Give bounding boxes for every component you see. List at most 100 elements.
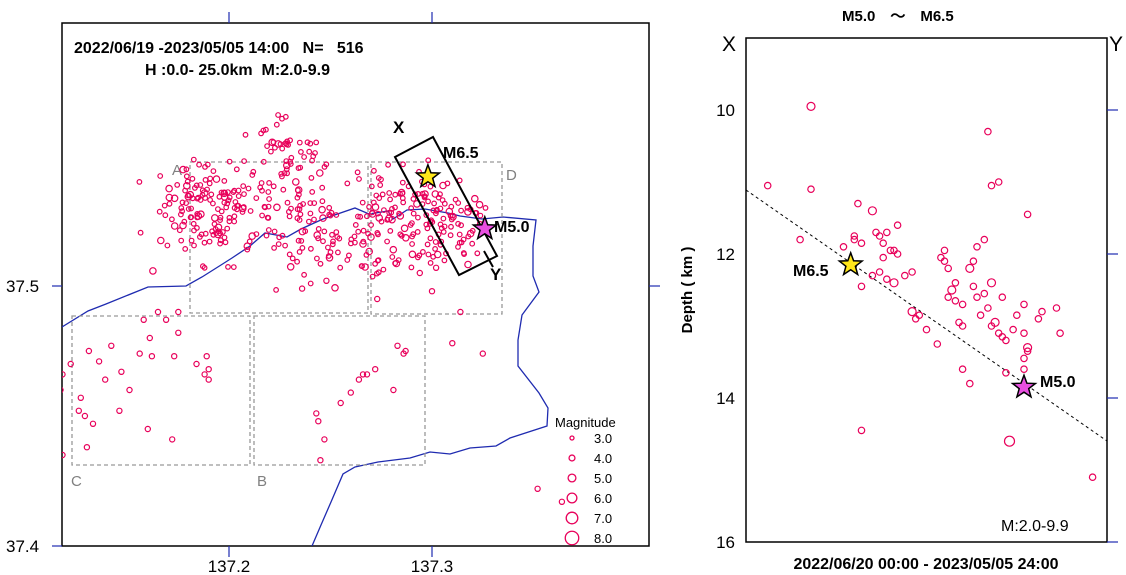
epicenter-point: [389, 205, 395, 212]
hypocenter-point: [889, 278, 899, 288]
hypocenter-point: [965, 263, 975, 273]
m65-star-icon: [414, 162, 442, 189]
legend-marker: [569, 435, 575, 441]
epicenter-point: [282, 242, 289, 249]
epicenter-point: [399, 195, 406, 202]
epicenter-point: [157, 173, 164, 179]
time-range-label: 2022/06/20 00:00 - 2023/05/05 24:00: [793, 556, 1058, 573]
epicenter-point: [266, 179, 273, 186]
epicenter-point: [264, 214, 271, 221]
epicenter-point: [319, 214, 327, 222]
hypocenter-point: [994, 178, 1003, 186]
hypocenter-point: [951, 296, 960, 305]
epicenter-point: [144, 425, 151, 433]
epicenter-point: [283, 166, 290, 173]
epicenter-point: [210, 231, 217, 238]
epicenter-point: [179, 165, 187, 174]
epicenter-point: [371, 167, 377, 174]
epicenter-point: [67, 360, 74, 368]
hypocenter-point: [1020, 365, 1028, 374]
epicenter-point: [294, 258, 301, 265]
epicenter-point: [376, 195, 383, 202]
epicenter-point: [207, 196, 214, 203]
epicenter-point: [430, 207, 437, 214]
epicenter-point: [244, 246, 251, 253]
epicenter-point: [154, 308, 162, 316]
epicenter-point: [270, 183, 277, 190]
epicenter-point: [361, 263, 369, 271]
epicenter-point: [424, 225, 431, 232]
cross-section-label-y: Y: [490, 265, 502, 284]
map-y-tick-37-4: 37.4: [6, 537, 39, 556]
epicenter-point: [427, 235, 434, 242]
epicenter-point: [232, 199, 239, 205]
depth-tick-12: 12: [716, 245, 735, 264]
epicenter-point: [161, 202, 168, 209]
epicenter-point: [408, 264, 415, 271]
epicenter-point: [440, 215, 447, 222]
epicenter-point: [197, 182, 204, 188]
region-label-d: D: [506, 167, 517, 184]
epicenter-point: [314, 255, 320, 262]
epicenter-point: [458, 222, 465, 229]
epicenter-point: [364, 213, 370, 220]
epicenter-point: [558, 498, 566, 505]
hypocenter-point: [908, 268, 916, 276]
epicenter-point: [174, 181, 181, 188]
epicenter-point: [164, 242, 171, 249]
m50-map-label: M5.0: [494, 219, 530, 236]
axis-end-x: X: [722, 33, 736, 56]
epicenter-point: [308, 174, 315, 181]
hypocenter-point: [1003, 435, 1016, 447]
epicenter-point: [375, 175, 382, 181]
epicenter-point: [149, 267, 157, 275]
hypocenter-point: [944, 293, 953, 302]
region-label-a: A: [172, 162, 182, 179]
epicenter-point: [162, 316, 170, 323]
epicenter-point: [178, 237, 185, 244]
epicenter-point: [118, 368, 125, 375]
cross-section-label-x: X: [393, 118, 405, 137]
epicenter-point: [175, 329, 182, 336]
epicenter-point: [191, 184, 198, 191]
epicenter-point: [323, 161, 330, 168]
epicenter-point: [354, 169, 361, 176]
epicenter-point: [230, 264, 237, 271]
epicenter-point: [400, 161, 406, 168]
epicenter-point: [231, 213, 238, 220]
epicenter-point: [275, 112, 282, 118]
epicenter-point: [392, 204, 398, 211]
epicenter-point: [257, 184, 264, 191]
epicenter-point: [311, 200, 318, 207]
epicenter-point: [320, 238, 326, 245]
hypocenter-point: [958, 322, 967, 330]
epicenter-point: [464, 260, 472, 269]
epicenter-point: [75, 407, 83, 414]
hypocenter-point: [807, 185, 815, 194]
epicenter-point: [321, 436, 328, 443]
epicenter-point: [207, 175, 214, 182]
m65-map-label: M6.5: [443, 145, 479, 162]
hypocenter-point: [984, 304, 992, 312]
epicenter-point: [389, 245, 398, 254]
epicenter-point: [209, 228, 216, 235]
epicenter-point: [260, 127, 267, 134]
epicenter-point: [168, 216, 175, 223]
epicenter-point: [77, 394, 85, 401]
epicenter-point: [210, 168, 217, 175]
epicenter-point: [264, 143, 271, 150]
hypocenter-point: [806, 101, 816, 112]
epicenter-point: [157, 236, 165, 245]
epicenter-point: [307, 200, 314, 207]
epicenter-point: [365, 230, 372, 237]
epicenter-point: [116, 407, 123, 414]
epicenter-point: [301, 154, 308, 160]
epicenter-point: [310, 153, 317, 160]
depth-tick-14: 14: [716, 389, 735, 408]
xs-m65-star-icon: [837, 250, 865, 277]
epicenter-point: [432, 245, 439, 252]
legend-marker: [567, 473, 577, 483]
epicenter-point: [201, 264, 208, 271]
epicenter-point: [271, 244, 278, 251]
epicenter-point: [253, 231, 260, 238]
